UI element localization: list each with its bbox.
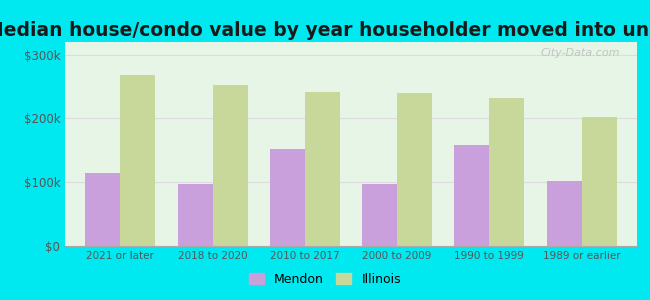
Bar bbox=[305, 92, 340, 246]
Legend: Mendon, Illinois: Mendon, Illinois bbox=[244, 268, 406, 291]
Bar bbox=[213, 85, 248, 246]
Bar bbox=[120, 75, 155, 246]
Text: City-Data.com: City-Data.com bbox=[540, 48, 620, 58]
Bar bbox=[454, 145, 489, 246]
Bar bbox=[177, 184, 213, 246]
Bar bbox=[489, 98, 525, 246]
Bar bbox=[547, 181, 582, 246]
Bar bbox=[397, 93, 432, 246]
Bar bbox=[582, 117, 617, 246]
Text: Median house/condo value by year householder moved into unit: Median house/condo value by year househo… bbox=[0, 21, 650, 40]
Bar bbox=[362, 184, 397, 246]
Bar bbox=[270, 149, 305, 246]
Bar bbox=[85, 173, 120, 246]
